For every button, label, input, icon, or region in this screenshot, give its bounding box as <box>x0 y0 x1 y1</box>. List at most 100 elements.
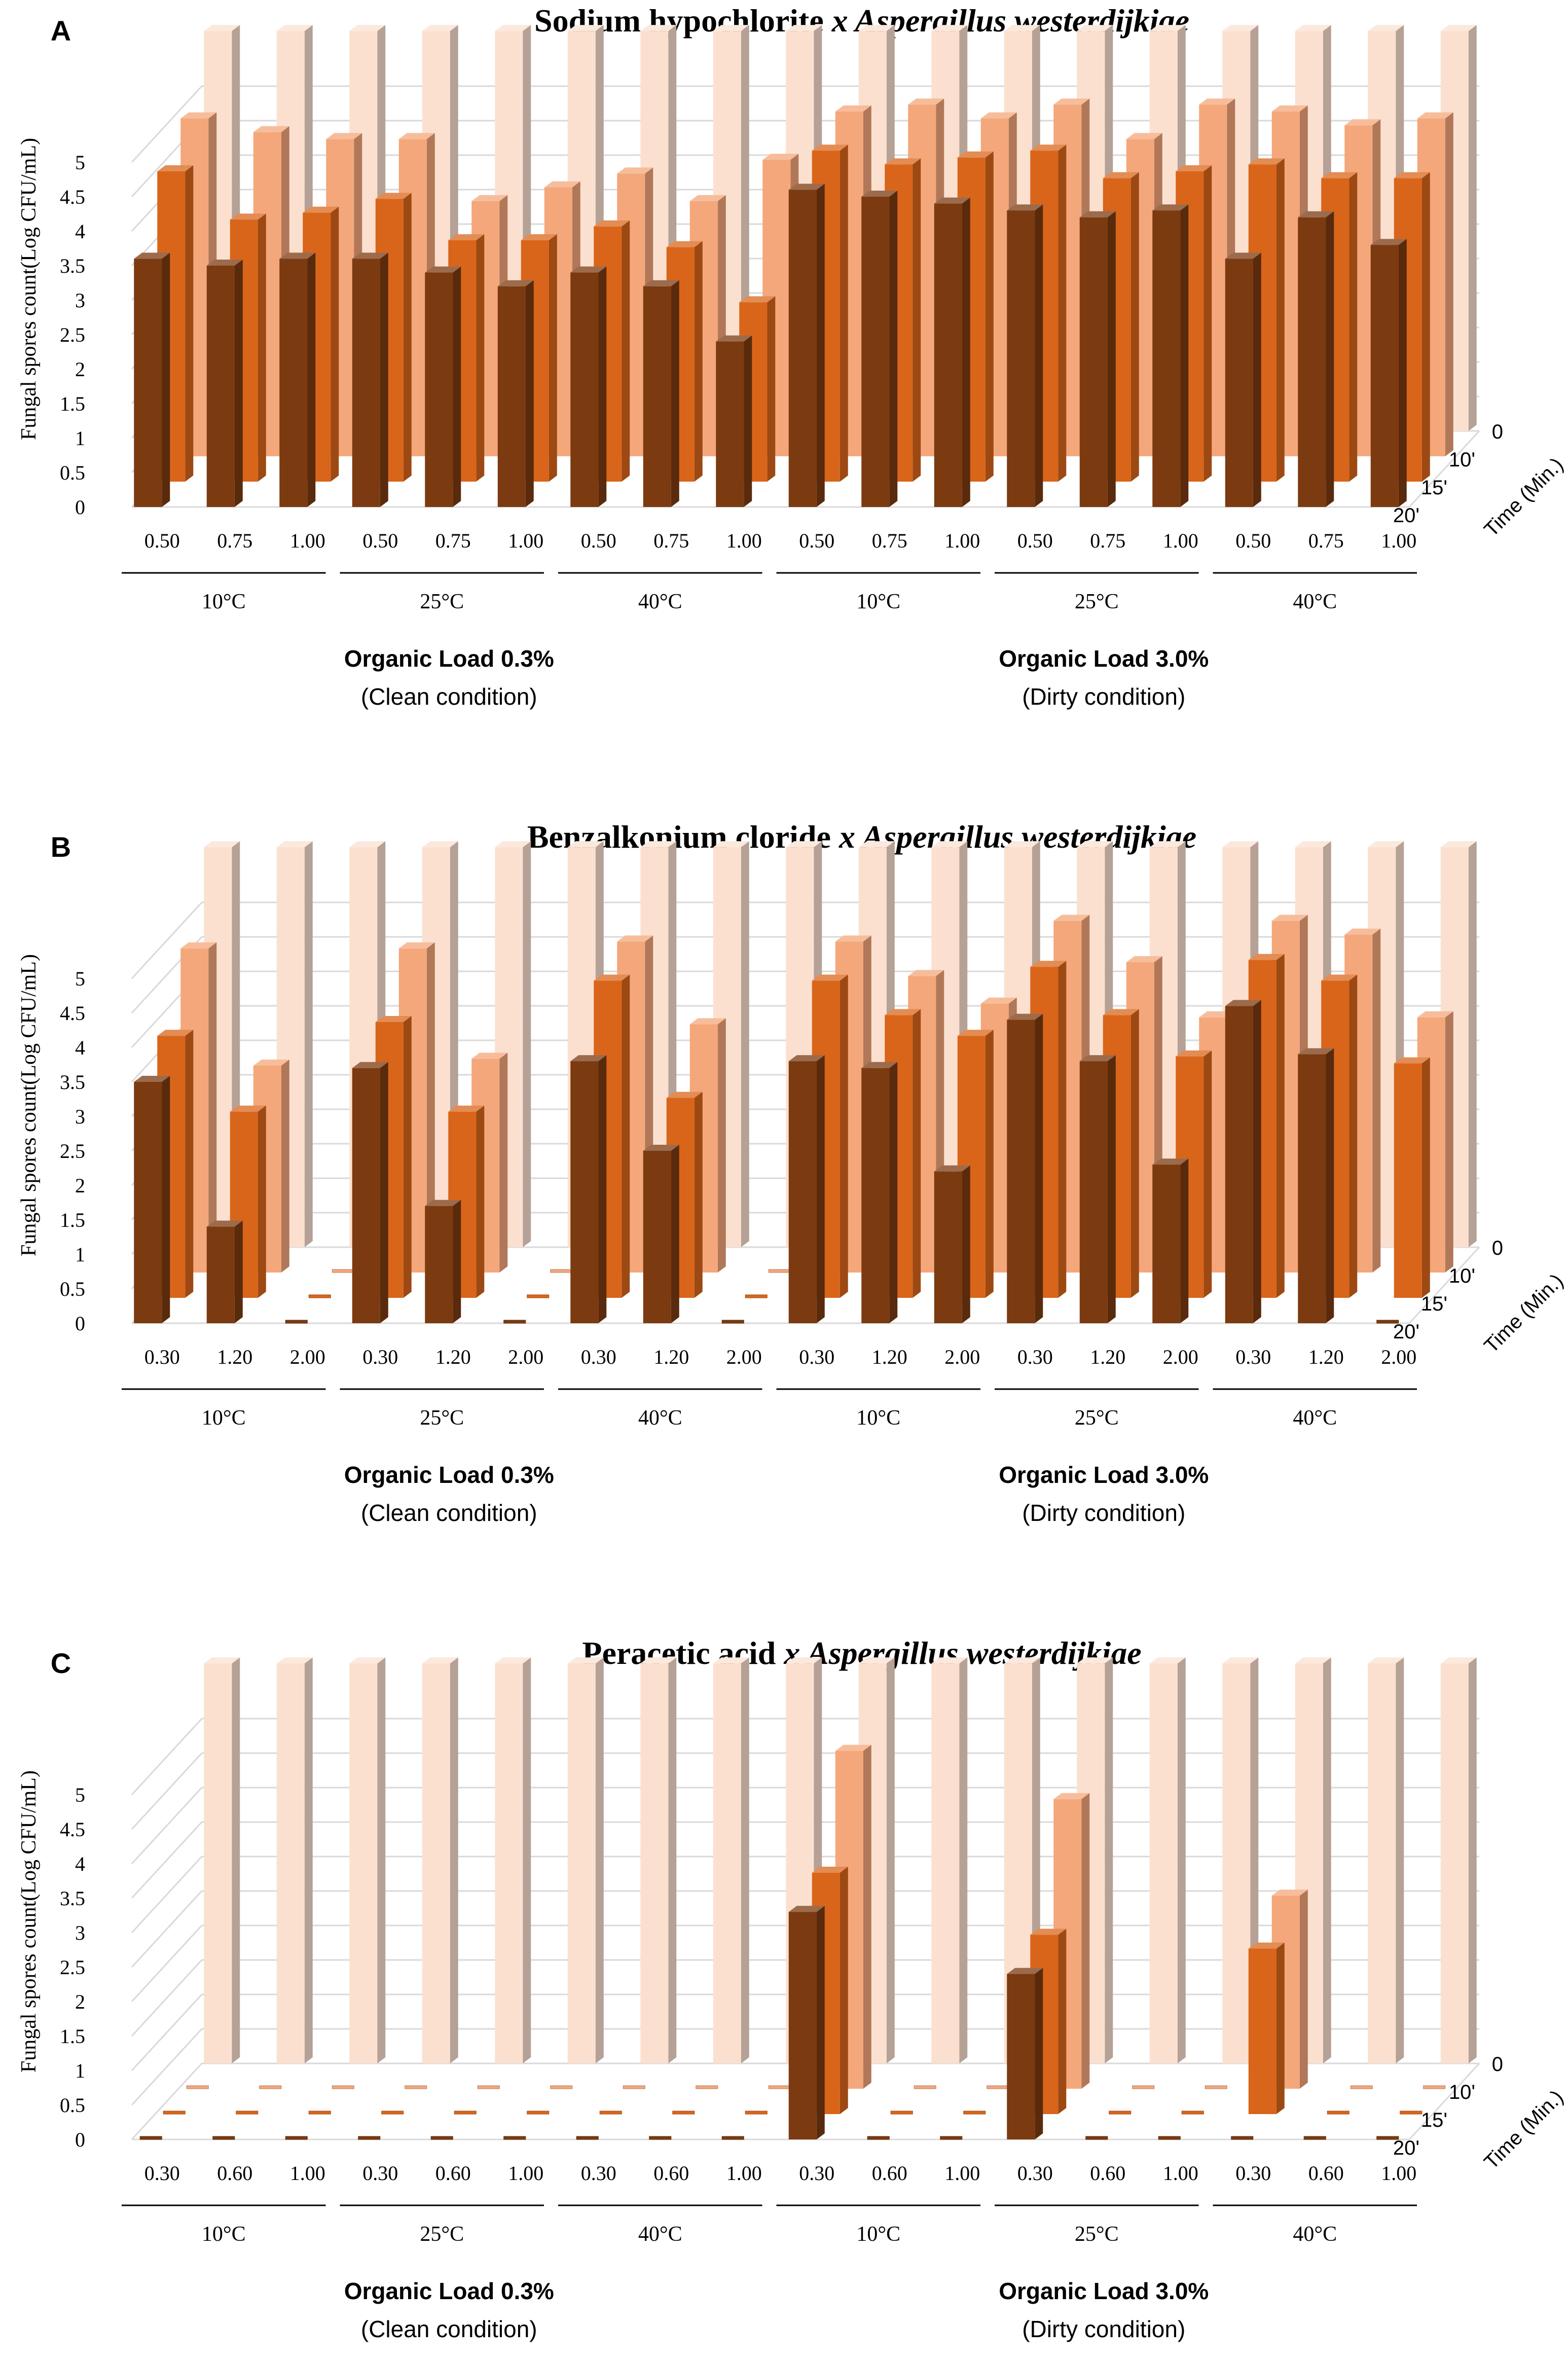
panel-b-bar-top <box>1222 841 1259 848</box>
panel-b-bar-side <box>962 1165 970 1323</box>
panel-a-concentration-label: 0.50 <box>144 529 180 552</box>
panel-b-bar-top <box>448 1105 485 1112</box>
panel-a-bar <box>1007 210 1035 507</box>
panel-b-bar-zero <box>768 1269 791 1273</box>
panel-a-time-axis-title: Time (Min.) <box>1480 453 1567 541</box>
panel-a-concentration-label: 0.75 <box>217 529 252 552</box>
panel-c-bar-zero <box>1400 2111 1423 2115</box>
panel-a-bar-top <box>1149 25 1186 31</box>
panel-a-bar-top <box>1440 25 1477 31</box>
panel-c-bar-top <box>1368 1657 1404 1664</box>
panel-b-ytick-label: 3 <box>75 1105 85 1128</box>
panel-a-bar-side <box>307 252 316 507</box>
panel-b-bar-top <box>425 1200 461 1206</box>
panel-c-bar-top <box>276 1657 313 1664</box>
panel-b-bar-top <box>594 974 630 981</box>
panel-a-organic-load-subtitle: (Dirty condition) <box>1022 683 1185 710</box>
panel-a-bar-top <box>570 266 607 273</box>
panel-b-bar-top <box>934 1165 970 1172</box>
panel-b-concentration-label: 0.30 <box>1235 1346 1271 1368</box>
panel-b-temp-label: 25°C <box>420 1406 464 1430</box>
panel-a-bar-side <box>525 280 534 507</box>
panel-c-bar <box>495 1663 523 2063</box>
panel-b-bar-side <box>1276 954 1285 1298</box>
panel-a-bar-top <box>957 151 994 158</box>
panel-a-bar-side <box>476 234 485 482</box>
panel-c-bar-zero <box>890 2111 913 2115</box>
panel-b-organic-load-subtitle: (Clean condition) <box>361 1500 537 1526</box>
panel-b-bar <box>861 1068 890 1323</box>
panel-c-bar-side <box>1396 1657 1404 2063</box>
panel-a-floor-side <box>1408 430 1480 508</box>
panel-c-bar-zero <box>672 2111 695 2115</box>
panel-b-ylabel: Fungal spores count(Log CFU/mL) <box>17 954 41 1256</box>
panel-a-bar-top <box>206 260 243 266</box>
panel-a-concentration-label: 0.75 <box>1308 529 1344 552</box>
panel-b-bar-top <box>253 1060 289 1066</box>
panel-a-bar <box>934 203 962 507</box>
panel-a-bar-top <box>1126 133 1162 139</box>
panel-a-bar-top <box>1225 252 1261 259</box>
panel-a-bar-top <box>134 252 170 259</box>
panel-a-bar-top <box>521 234 557 240</box>
panel-b-time-label: 0 <box>1492 1237 1503 1259</box>
panel-c-bar-zero <box>623 2085 645 2089</box>
panel-b-concentration-label: 0.30 <box>581 1346 616 1368</box>
panel-a-concentration-label: 1.00 <box>944 529 980 552</box>
panel-c-bar-side <box>668 1657 677 2063</box>
panel-c-bar-side <box>741 1657 749 2063</box>
panel-a-bar-top <box>1199 98 1235 105</box>
panel-b-concentration-label: 1.20 <box>435 1346 471 1368</box>
panel-b-bar-top <box>617 935 653 942</box>
panel-a-temp-label: 40°C <box>638 590 682 613</box>
panel-c-concentration-label: 0.30 <box>581 2162 616 2185</box>
panel-a-bar-side <box>1058 144 1067 482</box>
panel-b-bar-top <box>471 1052 508 1059</box>
panel-a-bar-top <box>497 280 534 286</box>
panel-c-bar-top <box>1295 1657 1331 1664</box>
panel-a-concentration-label: 0.50 <box>1017 529 1053 552</box>
panel-c-bar-side <box>595 1657 604 2063</box>
panel-b-wall-gridline <box>131 901 203 979</box>
panel-c-bar-zero <box>236 2111 259 2115</box>
panel-b-concentration-label: 0.30 <box>799 1346 834 1368</box>
panel-c-bar-zero <box>212 2136 235 2140</box>
panel-b-ytick-label: 1 <box>75 1243 85 1266</box>
panel-c-bar-top <box>812 1867 848 1873</box>
panel-a-bar-side <box>1035 204 1043 507</box>
panel-a-concentration-label: 0.75 <box>872 529 907 552</box>
panel-c-bar-zero <box>867 2136 890 2140</box>
panel-b-bar-side <box>1253 1000 1261 1323</box>
panel-b-bar-top <box>1126 956 1162 962</box>
panel-b-concentration-label: 1.20 <box>872 1346 907 1368</box>
panel-c-bar-side <box>1105 1657 1113 2063</box>
panel-a-bar <box>279 259 308 507</box>
panel-a-bar <box>1079 217 1108 507</box>
panel-c-wall-gridline <box>131 1752 203 1830</box>
panel-c-concentration-label: 0.30 <box>1235 2162 1271 2185</box>
panel-a-bar-side <box>622 220 630 482</box>
panel-b-bar-side <box>1372 928 1381 1273</box>
panel-a-bar-top <box>643 280 679 286</box>
panel-c-bar-side <box>450 1657 458 2063</box>
panel-a-bar-side <box>1107 211 1116 507</box>
panel-a-bar-side <box>549 234 557 482</box>
panel-c-wall-gridline <box>131 1787 203 1865</box>
panel-b-bar-side <box>1421 1057 1430 1298</box>
panel-a-bar <box>352 259 380 507</box>
panel-a-bar-side <box>962 197 970 507</box>
panel-c-bar <box>713 1663 741 2063</box>
panel-c-bar-side <box>1468 1657 1477 2063</box>
panel-c-bar-zero <box>527 2111 550 2115</box>
panel-a-bar <box>1298 217 1326 507</box>
panel-b-bar-top <box>980 997 1017 1004</box>
panel-a-bar-top <box>495 25 531 31</box>
panel-a-temp-label: 10°C <box>202 590 246 613</box>
panel-b-bar <box>934 1171 962 1323</box>
panel-a-concentration-label: 1.00 <box>290 529 325 552</box>
panel-b-bar-side <box>1445 1011 1453 1273</box>
panel-b-bar-top <box>666 1092 703 1098</box>
panel-a-bar-top <box>279 252 316 259</box>
panel-a-concentration-label: 1.00 <box>508 529 543 552</box>
panel-c-letter: C <box>51 1647 71 1679</box>
